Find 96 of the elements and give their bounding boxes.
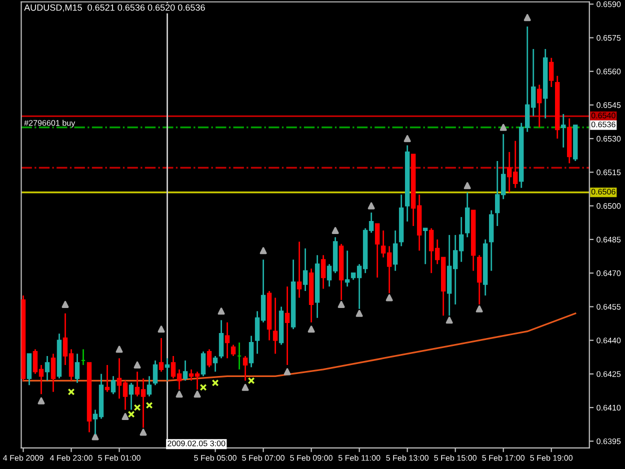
candlestick: [320, 254, 326, 290]
x-tick-label: 5 Feb 19:00: [530, 454, 573, 461]
line-series: [22, 312, 576, 382]
y-tick-label: 0.6590: [596, 1, 621, 8]
candlestick: [218, 319, 224, 359]
candlestick: [561, 113, 566, 148]
x-tick-label: 5 Feb 01:00: [98, 454, 140, 461]
point: [248, 377, 255, 384]
candlestick: [392, 230, 398, 272]
x-tick-label: 5 Feb 11:00: [338, 454, 380, 461]
candlestick: [230, 344, 236, 357]
candlestick: [44, 355, 50, 382]
candlestick: [152, 360, 158, 386]
point: [158, 326, 165, 333]
point: [386, 294, 393, 302]
point: [92, 433, 99, 440]
x-tick-label: 5 Feb 09:00: [290, 454, 332, 461]
point: [176, 390, 183, 398]
ref-line-label: 0.6506: [591, 188, 616, 195]
candlestick: [146, 375, 152, 398]
y-tick-label: 0.6500: [596, 203, 621, 209]
y-tick-label: 0.6425: [596, 371, 621, 377]
candlestick: [537, 84, 542, 128]
candlestick: [224, 322, 230, 359]
point: [116, 346, 123, 353]
y-tick-label: 0.6470: [596, 270, 621, 276]
candlestick: [374, 223, 380, 278]
candlestick: [549, 57, 554, 88]
point: [260, 247, 267, 254]
x-tick-label: 4 Feb 2009: [3, 454, 44, 461]
candlestick: [158, 337, 164, 372]
candlestick: [50, 353, 56, 393]
candlestick: [104, 364, 110, 393]
point: [464, 182, 471, 190]
point: [134, 404, 141, 412]
point: [242, 384, 249, 391]
x-tick-label: 5 Feb 05:00: [194, 454, 236, 461]
point: [308, 326, 315, 333]
candlestick: [242, 355, 248, 382]
candlestick: [248, 335, 254, 368]
x-tick-label: 5 Feb 13:00: [386, 454, 429, 461]
candlestick: [164, 358, 170, 382]
point: [200, 384, 207, 391]
point: [122, 413, 129, 420]
candlestick: [296, 241, 302, 298]
point: [338, 300, 345, 308]
x-tick-label: 5 Feb 17:00: [482, 454, 525, 461]
point: [134, 361, 141, 368]
point: [62, 300, 69, 308]
point: [128, 410, 135, 418]
y-tick-label: 0.6485: [596, 236, 621, 242]
point: [500, 124, 507, 131]
candlestick: [128, 382, 134, 410]
y-tick-label: 0.6530: [596, 136, 621, 142]
candlestick: [182, 360, 188, 382]
x-tick-label: 5 Feb 07:00: [242, 454, 284, 461]
point: [68, 388, 75, 396]
point: [212, 379, 219, 386]
point: [368, 202, 375, 210]
y-tick-label: 0.6395: [596, 438, 621, 444]
y-tick-label: 0.6560: [596, 68, 621, 74]
point: [140, 428, 147, 436]
y-tick-label: 0.6410: [596, 404, 621, 411]
point: [284, 368, 291, 376]
x-tick-label: 5 Feb 15:00: [434, 454, 477, 461]
x-tick-label: 4 Feb 23:00: [50, 454, 92, 461]
ref-line-label: #2796601 buy: [24, 120, 76, 128]
point: [446, 316, 453, 324]
point: [146, 402, 153, 409]
candlestick: [344, 250, 350, 288]
candlestick: [74, 353, 80, 384]
candlestick: [284, 286, 290, 366]
candlestick: [422, 228, 428, 265]
candlestick: [212, 355, 218, 372]
y-tick-label: 0.6575: [596, 35, 621, 41]
point: [356, 310, 363, 317]
annotation: 0.6536: [591, 122, 616, 128]
point: [218, 308, 225, 315]
y-tick-label: 0.6440: [596, 338, 621, 344]
candlestick: [272, 297, 278, 354]
candlestick: [302, 248, 308, 292]
y-tick-label: 0.6545: [596, 102, 621, 108]
ref-line-label: 2009.02.05 3:00: [168, 440, 226, 446]
candlestick: [206, 348, 212, 368]
candlestick: [200, 350, 206, 377]
candlestick: [110, 375, 116, 395]
point: [404, 135, 411, 142]
y-tick-label: 0.6455: [596, 304, 621, 310]
ref-line-label: 0.6540: [591, 112, 616, 118]
point: [194, 390, 201, 398]
point: [524, 14, 531, 22]
point: [38, 397, 45, 404]
y-tick-label: 0.6515: [596, 170, 621, 176]
point: [332, 226, 339, 234]
chart-title: AUDUSD,M15 0.6521 0.6536 0.6520 0.6536: [24, 4, 205, 12]
point: [476, 305, 483, 312]
